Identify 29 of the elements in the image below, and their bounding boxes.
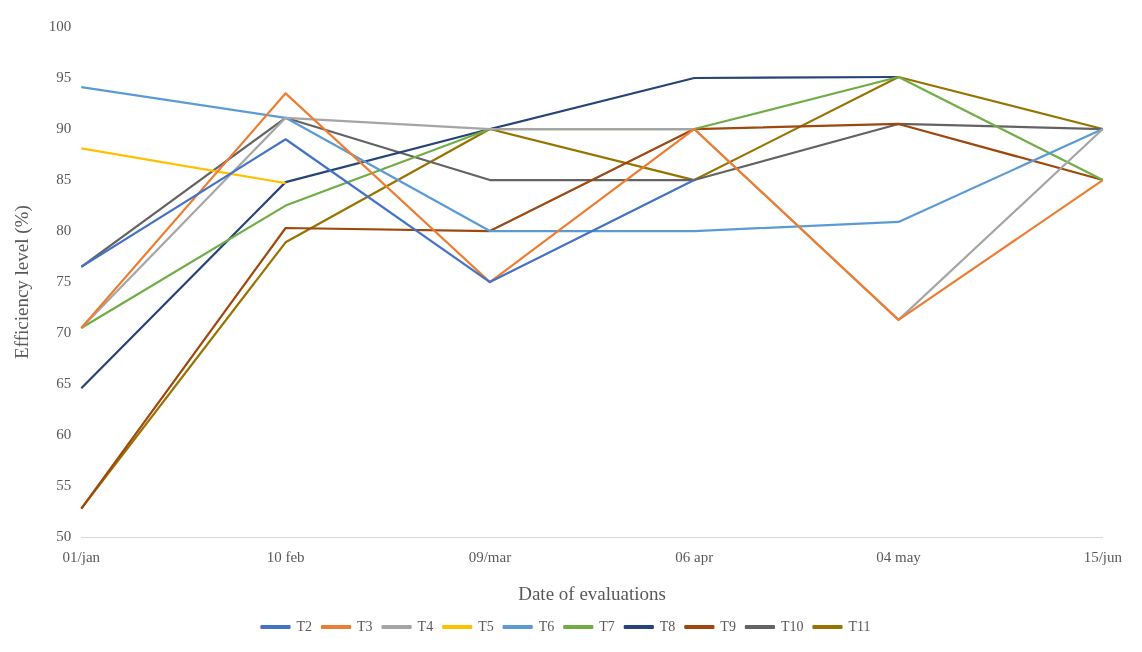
x-axis-title: Date of evaluations xyxy=(518,582,666,604)
y-tick-label: 90 xyxy=(56,119,72,136)
x-tick-label: 09/mar xyxy=(468,549,512,566)
x-tick-label: 15/jun xyxy=(1083,549,1123,566)
x-tick-label: 10 feb xyxy=(266,549,305,566)
y-axis-title: Efficiency level (%) xyxy=(11,205,34,359)
legend-label: T9 xyxy=(720,618,736,634)
y-tick-label: 60 xyxy=(56,426,72,443)
legend-label: T3 xyxy=(357,618,373,634)
legend-label: T5 xyxy=(478,618,494,634)
legend-label: T6 xyxy=(538,618,555,634)
y-tick-label: 70 xyxy=(56,324,72,341)
legend-label: T2 xyxy=(296,618,313,634)
legend-label: T4 xyxy=(417,618,434,634)
y-tick-label: 50 xyxy=(56,528,72,545)
y-tick-label: 55 xyxy=(56,477,72,494)
x-tick-label: 01/jan xyxy=(62,549,101,566)
y-tick-label: 85 xyxy=(56,171,72,187)
y-tick-label: 95 xyxy=(56,68,72,85)
legend-label: T7 xyxy=(599,618,615,634)
x-tick-label: 06 apr xyxy=(675,549,714,566)
legend-label: T10 xyxy=(780,618,804,634)
x-tick-label: 04 may xyxy=(876,549,922,566)
legend-label: T8 xyxy=(659,618,676,634)
y-tick-label: 75 xyxy=(56,273,72,290)
legend-label: T11 xyxy=(848,618,871,634)
y-tick-label: 100 xyxy=(48,17,72,34)
y-tick-label: 80 xyxy=(56,222,72,239)
y-tick-label: 65 xyxy=(56,375,72,392)
